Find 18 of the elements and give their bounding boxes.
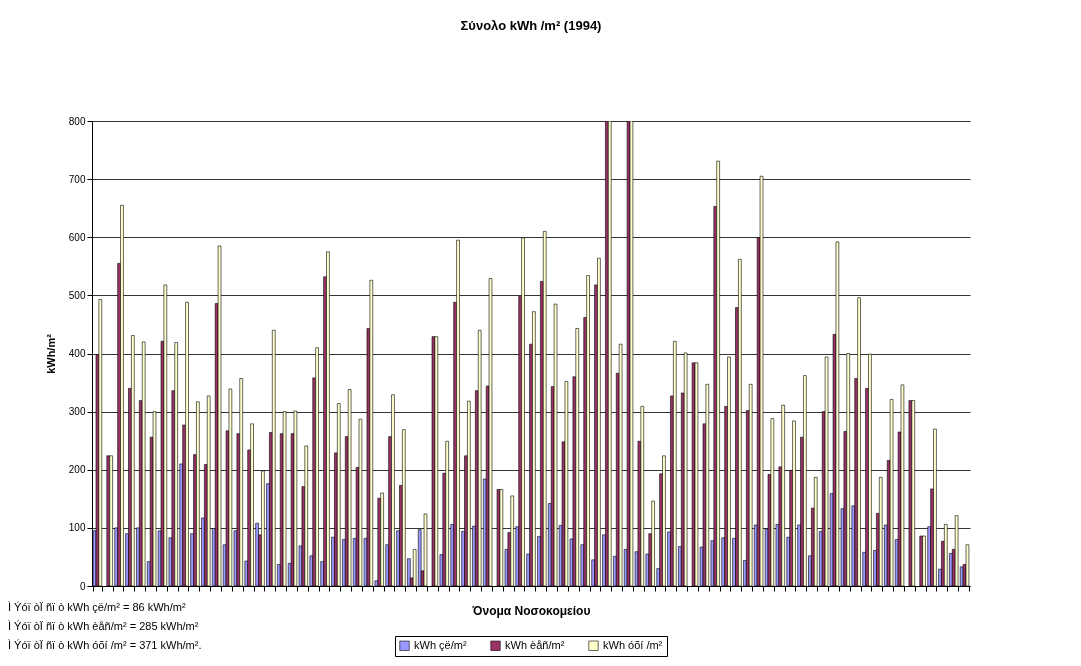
text: Ì Ýóï òÏ ñï ò kWh çë/m² = 86 kWh/m² (8, 600, 187, 615)
y-tick-label: 800 (68, 115, 86, 127)
y-axis-title: kWh/m² (44, 333, 57, 374)
y-tick-label: 100 (68, 522, 86, 534)
text: Ì Ýóï òÏ ñï ò kWh óõí /m² = 371 kWh/m². (8, 638, 202, 653)
y-tick-label: 500 (68, 289, 86, 301)
y-tick-label: 400 (68, 348, 86, 359)
text: Ì Ýóï òÏ ñï ò kWh èåñ/m² = 285 kWh/m² (8, 619, 200, 634)
y-tick-label: 300 (68, 406, 86, 418)
y-tick-label: 600 (68, 231, 86, 243)
legend-label: kWh çë/m² (414, 638, 467, 651)
x-axis-title: Όνομα Νοσοκομείου (471, 603, 591, 618)
y-tick-label: 200 (68, 464, 86, 476)
y-tick-label: 700 (68, 173, 86, 185)
legend-label: kWh óõí /m² (603, 638, 663, 651)
y-tick-label: 0 (79, 580, 86, 592)
legend-label: kWh èåñ/m² (505, 638, 565, 651)
chart-title: Σύνολο kWh /m² (1994) (460, 18, 602, 33)
